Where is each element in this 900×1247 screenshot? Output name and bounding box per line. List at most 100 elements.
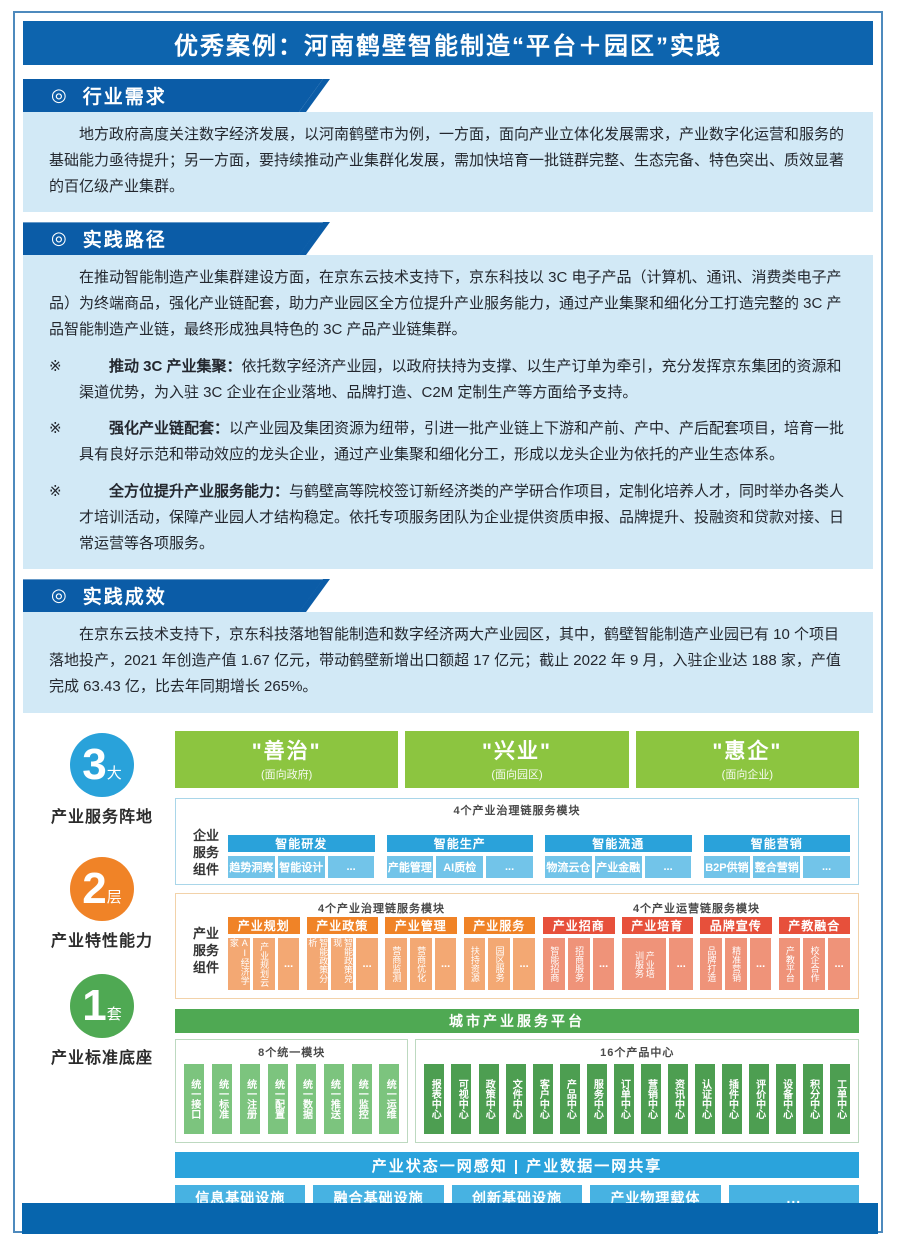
governance-chain-half: 4个产业治理链服务模块 产业规划 AI经济学家 产业规划云... 产业政策 智能政策分析… — [228, 900, 536, 991]
more-item: ... — [513, 938, 535, 991]
unified-module: 统一推送 — [323, 1064, 344, 1135]
count-badge: 1 套产业标准底座 — [29, 973, 175, 1068]
group-header: 智能研发 — [228, 835, 375, 853]
more-item: ... — [592, 938, 615, 991]
product-center: 插件中心 — [721, 1064, 742, 1135]
product-centers-box: 16个产品中心 报表中心 可视中心 政策中心 文件中心 客户中心 产品中心 服务中心 订单中心… — [415, 1039, 859, 1144]
service-item: 营商监测 — [385, 938, 407, 991]
pillar-box: "惠企" (面向企业) — [635, 730, 859, 788]
service-group: 产业政策 智能政策分析 智能政策兑现... — [306, 917, 378, 991]
more-item: ... — [356, 938, 378, 991]
unified-module: 统一配置 — [267, 1064, 288, 1135]
badge-label: 产业服务阵地 — [50, 808, 153, 826]
footer-bar — [22, 1203, 878, 1234]
more-item: ... — [644, 856, 692, 879]
platform-base-row: 8个统一模块 统一接口 统一标准 统一注册 统一配置 统一数据 统一推送 统一监控 统一运维 … — [175, 1039, 859, 1144]
group-items: 扶持资源 园区服务... — [463, 938, 536, 991]
bullet-text: 强化产业链配套：以产业园及集团资源为纽带，引进一批产业链上下游和产前、产中、产后… — [79, 420, 845, 464]
bullet-item: ※ 强化产业链配套：以产业园及集团资源为纽带，引进一批产业链上下游和产前、产中、… — [49, 416, 847, 468]
group-header: 智能营销 — [703, 835, 850, 853]
network-awareness-bar: 产业状态一网感知 | 产业数据一网共享 — [175, 1152, 859, 1179]
product-center: 服务中心 — [586, 1064, 607, 1135]
unified-module-list: 统一接口 统一标准 统一注册 统一配置 统一数据 统一推送 统一监控 统一运维 — [184, 1064, 400, 1135]
group-items: 品牌打造 精准营销... — [700, 938, 772, 991]
service-group: 智能营销 B2P供销 整合营销... — [703, 835, 850, 879]
group-items: AI经济学家 产业规划云... — [228, 938, 300, 991]
pillar-title: "兴业" — [482, 739, 552, 763]
service-item: 园区服务 — [488, 938, 511, 991]
more-item: ... — [434, 938, 457, 991]
product-center: 报表中心 — [424, 1064, 445, 1135]
section-heading-row: ◎ 行业需求 — [23, 79, 873, 112]
double-circle-icon: ◎ — [51, 585, 69, 606]
group-header: 产业培育 — [621, 917, 693, 935]
bullet-lead: 推动 3C 产业集聚： — [109, 357, 242, 375]
group-header: 产业招商 — [543, 917, 615, 935]
industry-halves: 4个产业治理链服务模块 产业规划 AI经济学家 产业规划云... 产业政策 智能政策分析… — [228, 900, 851, 991]
document-frame: 优秀案例：河南鹤壁智能制造“平台＋园区”实践 ◎ 行业需求 地方政府高度关注数字… — [13, 11, 883, 1233]
product-center: 资讯中心 — [667, 1064, 688, 1135]
service-group: 产业规划 AI经济学家 产业规划云... — [228, 917, 300, 991]
product-center: 工单中心 — [829, 1064, 850, 1135]
service-item: 精准营销 — [724, 938, 747, 991]
badge-label: 产业标准底座 — [50, 1049, 153, 1067]
row-label: 产业 服务 组件 — [192, 926, 219, 975]
section-heading-row: ◎ 实践路径 — [23, 222, 873, 256]
double-circle-icon: ◎ — [51, 85, 69, 105]
group-header: 智能流通 — [545, 835, 692, 853]
product-center: 评价中心 — [748, 1064, 769, 1135]
more-item: ... — [277, 938, 300, 991]
reference-mark-icon: ※ — [49, 420, 62, 438]
group-header: 产业政策 — [306, 917, 378, 935]
bullet-lead: 强化产业链配套： — [109, 420, 230, 438]
bullet-text: 推动 3C 产业集聚：依托数字经济产业园，以政府扶持为支撑、以生产订单为牵引，充… — [79, 357, 842, 401]
product-center: 设备中心 — [775, 1064, 796, 1135]
section-practice-results: ◎ 实践成效 在京东云技术支持下，京东科技落地智能制造和数字经济两大产业园区，其… — [23, 579, 873, 713]
unified-module: 统一注册 — [239, 1064, 260, 1135]
badge-number: 2 — [82, 863, 107, 913]
row-title: 4个产业治理链服务模块 — [453, 804, 581, 817]
service-group: 产业培育产业培 训服务... — [621, 917, 693, 991]
service-item: 产业培 训服务 — [621, 938, 667, 991]
group-header: 品牌宣传 — [700, 917, 772, 935]
badge-number: 1 — [82, 980, 107, 1030]
city-platform-bar: 城市产业服务平台 — [175, 1009, 859, 1034]
service-item: 产能管理 — [386, 856, 434, 879]
product-center: 可视中心 — [451, 1064, 472, 1135]
more-item: ... — [327, 856, 375, 879]
section-heading-text: 实践路径 — [82, 230, 167, 252]
pillar-title: "善治" — [251, 739, 322, 763]
badge-unit: 大 — [106, 765, 122, 783]
architecture-diagram: 3 大产业服务阵地 2 层产业特性能力 1 套产业标准底座 "善治" (面向政府) "兴业" (… — [23, 730, 873, 1212]
product-center: 积分中心 — [802, 1064, 823, 1135]
operation-chain-half: 4个产业运营链服务模块 产业招商 智能招商 招商服务... 产业培育 产业培 训服务..… — [543, 900, 851, 991]
product-center: 文件中心 — [505, 1064, 526, 1135]
product-center: 产品中心 — [559, 1064, 580, 1135]
badge-unit: 套 — [106, 1006, 122, 1024]
group-items: 产教平台 校企合作... — [778, 938, 851, 991]
more-item: ... — [749, 938, 772, 991]
badge-column: 3 大产业服务阵地 2 层产业特性能力 1 套产业标准底座 — [29, 731, 175, 1212]
group-header: 产业管理 — [385, 917, 457, 935]
section-heading-tab: ◎ 行业需求 — [23, 79, 323, 112]
reference-mark-icon: ※ — [49, 482, 62, 500]
service-item: 物流云仓 — [545, 856, 592, 879]
unified-module: 统一运维 — [379, 1064, 400, 1135]
unified-module: 统一标准 — [211, 1064, 232, 1135]
section-heading-text: 实践成效 — [82, 587, 167, 609]
service-group: 产业服务 扶持资源 园区服务... — [463, 917, 536, 991]
paragraph: 地方政府高度关注数字经济发展，以河南鹤壁市为例，一方面，面向产业立体化发展需求，… — [49, 126, 845, 195]
section-body: 地方政府高度关注数字经济发展，以河南鹤壁市为例，一方面，面向产业立体化发展需求，… — [23, 112, 873, 213]
section-practice-path: ◎ 实践路径 在推动智能制造产业集群建设方面，在京东云技术支持下，京东科技以 3… — [23, 222, 873, 570]
pillar-subtitle: (面向企业) — [721, 768, 773, 781]
section-body: 在推动智能制造产业集群建设方面，在京东云技术支持下，京东科技以 3C 电子产品（… — [23, 255, 873, 570]
badge-number: 3 — [82, 739, 107, 789]
badge-label: 产业特性能力 — [50, 932, 153, 950]
group-items: 产能管理 AI质检... — [386, 856, 534, 879]
industry-service-components: 产业 服务 组件 4个产业治理链服务模块 产业规划 AI经济学家 产业规划云... 产… — [175, 893, 859, 1000]
pillar-subtitle: (面向园区) — [491, 768, 543, 781]
more-item: ... — [669, 938, 693, 991]
badge-unit: 层 — [106, 889, 122, 907]
